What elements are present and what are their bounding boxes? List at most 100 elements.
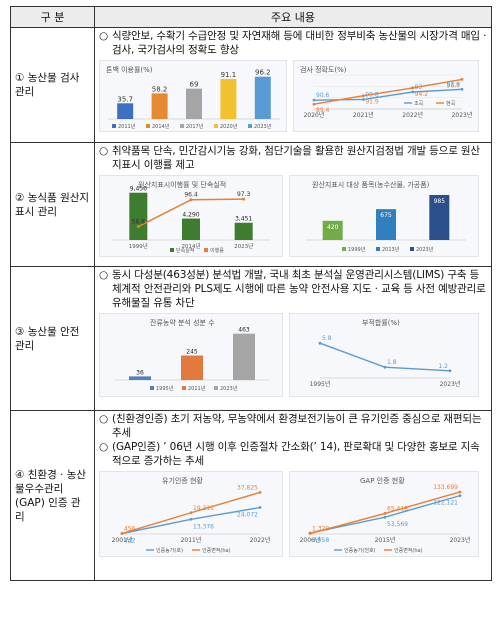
data-point xyxy=(189,517,193,521)
x-tick-label: 2021년 xyxy=(353,111,374,119)
bar xyxy=(186,88,202,119)
bar xyxy=(129,376,151,380)
legend-swatch xyxy=(376,247,380,251)
legend-label: 인증면적(ha) xyxy=(202,547,231,554)
row-description: ○ 동시 다성분(463성분) 분석법 개발, 국내 최초 분석실 운영관리시스템… xyxy=(95,267,491,310)
x-tick-label: 2001년 xyxy=(112,536,133,544)
data-point xyxy=(458,490,462,494)
legend-label: 2023년 xyxy=(416,246,434,253)
data-point xyxy=(383,515,387,519)
series-line xyxy=(313,78,463,105)
x-tick-label: 1999년 xyxy=(129,242,148,250)
table-row: ③ 농산물 안전 관리 ○ 동시 다성분(463성분) 분석법 개발, 국내 최초… xyxy=(10,266,492,411)
legend-label: 인증농가(천호) xyxy=(344,547,376,554)
data-point xyxy=(136,225,140,229)
row-content: ○ 식량안보, 수확기 수급안정 및 자연재해 등에 대비한 정부비축 농산물의 … xyxy=(94,27,492,143)
data-label: 94.2 xyxy=(415,91,429,98)
bar xyxy=(233,333,255,380)
header-content: 주요 내용 xyxy=(94,6,492,28)
x-tick-label: 1995년 xyxy=(310,380,331,388)
data-label: 442 xyxy=(124,538,136,545)
bar-value-label: 985 xyxy=(434,198,446,205)
data-label: 65,418 xyxy=(387,505,408,512)
data-point xyxy=(383,365,387,369)
x-tick-label: 2023년 xyxy=(452,111,473,119)
data-label: 133,699 xyxy=(433,484,458,491)
bar xyxy=(220,78,237,119)
legend-label: 2011년 xyxy=(188,385,206,392)
bar-value-label: 91.1 xyxy=(221,71,237,79)
chart-organic-cert: 유기인증 현황 2001년 2011년 2022년 442 13,376 24,072 인증… xyxy=(99,471,283,557)
legend-swatch xyxy=(342,247,346,251)
bar xyxy=(181,355,203,380)
bar xyxy=(117,103,134,119)
chart-origin-items: 원산지표시 대상 품목(농수산물, 가공품) 420 1999년 675 2013년 9… xyxy=(289,175,479,257)
bar-value-label: 3,451 xyxy=(235,216,252,223)
data-point xyxy=(258,506,262,509)
data-point xyxy=(448,369,452,373)
data-point xyxy=(361,94,365,98)
data-label: 53,569 xyxy=(387,521,408,528)
legend-label: 이행률 xyxy=(210,247,224,254)
x-tick-label: 2020년 xyxy=(304,111,325,119)
bar xyxy=(234,222,253,240)
header-row: 구 분 주요 내용 xyxy=(10,6,492,28)
data-label: 89.4 xyxy=(316,107,330,114)
bullet-item: ○ (GAP인증) ’ 06년 시행 이후 인증절차 간소화(’ 14), 판로확… xyxy=(99,441,480,467)
data-label: 5.8 xyxy=(322,335,332,342)
data-label: 58.8 xyxy=(132,219,146,226)
legend-swatch xyxy=(248,124,252,128)
legend-label: 현곡 xyxy=(446,100,456,107)
chart-title: 부적합률(%) xyxy=(362,319,400,327)
bar xyxy=(129,192,148,240)
row-content: ○ 동시 다성분(463성분) 분석법 개발, 국내 최초 분석실 운영관리시스템… xyxy=(94,266,492,411)
data-label: 1.2 xyxy=(438,363,448,370)
data-point xyxy=(361,98,365,101)
row-description: ○ 취약품목 단속, 민간감시기능 강화, 첨단기술을 활용한 원산지검정법 개발… xyxy=(95,143,491,172)
chart-title: 유기인증 현황 xyxy=(162,477,203,485)
report-table: 구 분 주요 내용 ① 농산물 검사 관리 ○ 식량안보, 수확기 수급안정 및 … xyxy=(10,6,492,581)
data-point xyxy=(458,494,462,498)
x-tick-label: 2023년 xyxy=(234,242,253,250)
row-description: ○ 식량안보, 수확기 수급안정 및 자연재해 등에 대비한 정부비축 농산물의 … xyxy=(95,28,491,57)
data-point xyxy=(258,490,262,494)
bar xyxy=(182,218,200,240)
legend-swatch xyxy=(204,248,208,252)
chart-accuracy: 검사 정확도(%) 2020년 2021년 2022년 2023년 90.6 90.8 93… xyxy=(293,60,479,132)
data-point xyxy=(308,532,312,535)
bar xyxy=(376,209,396,240)
data-point xyxy=(242,197,246,201)
x-tick-label: 2022년 xyxy=(250,536,271,544)
legend-swatch xyxy=(150,386,154,390)
legend-swatch xyxy=(214,124,218,128)
chart-gap-cert: GAP 인증 현황 2006년 2015년 2023년 3,058 53,569 122,… xyxy=(289,471,479,557)
data-label: 13,376 xyxy=(193,523,214,530)
legend-label: 2014년 xyxy=(152,123,170,130)
bar-value-label: 9,456 xyxy=(130,186,147,193)
x-tick-label: 2023년 xyxy=(450,536,471,544)
x-tick-label: 2014년 xyxy=(181,242,200,250)
data-label: 96.7 xyxy=(447,82,461,89)
legend-label: 2023년 xyxy=(220,385,238,392)
data-label: 19,311 xyxy=(193,505,214,512)
chart-residue-components: 잔류농약 분석 성분 수 36 1995년 245 2011년 463 2023년 xyxy=(99,313,283,397)
bar xyxy=(429,194,450,240)
chart-title: 원산지표시이행률 및 단속실적 xyxy=(138,181,227,189)
data-label: 91.9 xyxy=(365,99,379,106)
legend-label: 2017년 xyxy=(186,123,204,130)
data-label: 37,825 xyxy=(237,484,258,491)
bar-value-label: 36 xyxy=(136,369,144,376)
data-point xyxy=(411,90,415,94)
row-content: ○ 취약품목 단속, 민간감시기능 강화, 첨단기술을 활용한 원산지검정법 개발… xyxy=(94,142,492,267)
legend-swatch xyxy=(180,124,184,128)
legend-swatch xyxy=(214,386,218,390)
x-tick-label: 2015년 xyxy=(375,536,396,544)
chart-tonbag: 톤백 이용률(%) 35.7 58.2 69 91.1 96.2 2011년 2014년 20… xyxy=(99,60,287,132)
bullet-item: ○ 식량안보, 수확기 수급안정 및 자연재해 등에 대비한 정부비축 농산물의 … xyxy=(99,30,487,56)
series-line xyxy=(313,88,463,101)
data-point xyxy=(411,86,415,90)
bullet-item: ○ 취약품목 단속, 민간감시기능 강화, 첨단기술을 활용한 원산지검정법 개발… xyxy=(99,145,480,171)
data-label: 456 xyxy=(124,525,136,532)
data-point xyxy=(120,532,124,535)
data-label: 24,072 xyxy=(237,512,258,519)
